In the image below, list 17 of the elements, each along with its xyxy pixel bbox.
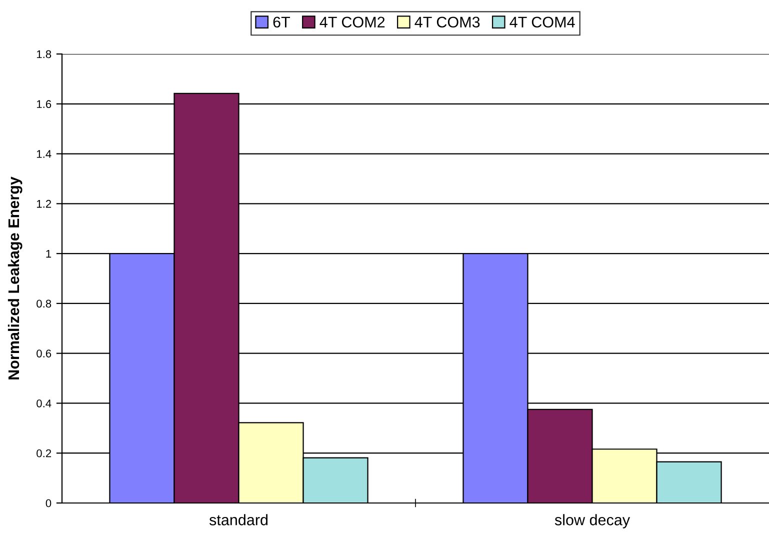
y-tick-label: 0.6 [36, 350, 52, 358]
legend-label: 4T COM3 [414, 16, 480, 28]
legend-label: 4T COM2 [320, 16, 385, 28]
y-tick-label: 0.8 [36, 300, 52, 308]
y-tick-label: 1.8 [36, 50, 52, 58]
y-tick-label: 1.6 [36, 100, 52, 108]
y-tick-label: 1 [46, 250, 52, 258]
x-tick-label: standard [209, 514, 268, 526]
y-tick-label: 0.4 [36, 399, 52, 408]
legend-label: 6T [273, 16, 290, 28]
y-tick-label: 1.2 [36, 200, 52, 208]
y-tick-label: 0 [46, 499, 52, 508]
legend-label: 4T COM4 [510, 16, 575, 28]
x-tick-label: slow decay [554, 514, 630, 528]
y-tick-label: 0.2 [36, 449, 52, 458]
y-axis-title: Normalized Leakage Energy [8, 176, 22, 380]
y-tick-label: 1.4 [36, 150, 52, 158]
